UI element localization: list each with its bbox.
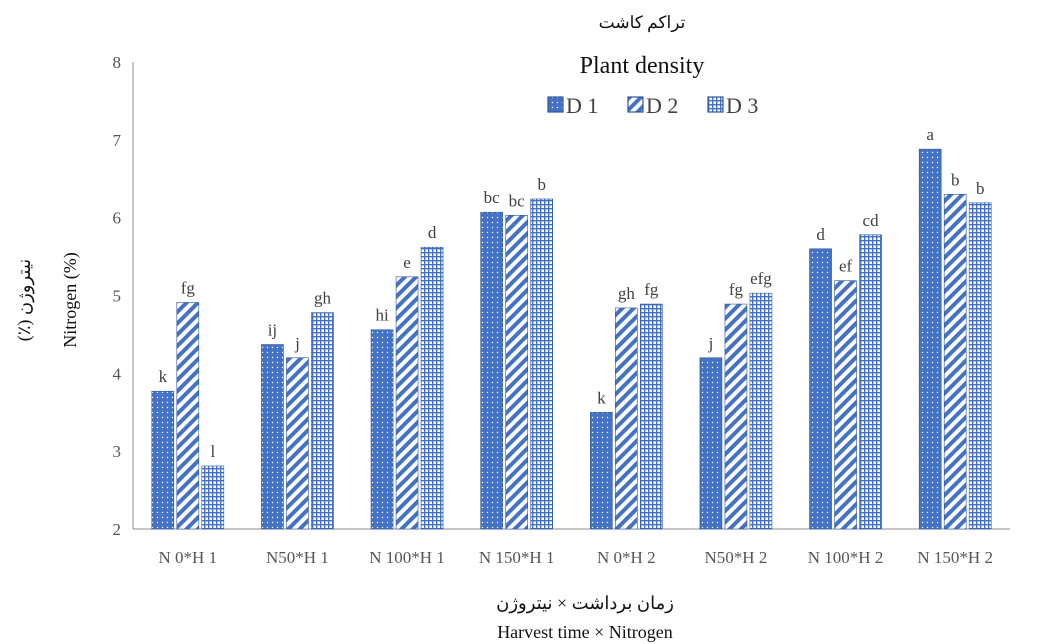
bar-significance-label: fg	[729, 280, 744, 299]
bar-significance-label: gh	[314, 289, 332, 308]
bar	[395, 276, 419, 530]
legend-label: D 2	[646, 93, 678, 118]
x-tick-label: N 0*H 1	[159, 548, 218, 567]
bar	[699, 357, 723, 530]
bar	[834, 280, 857, 530]
bar-significance-label: fg	[181, 279, 196, 298]
bar-significance-label: efg	[750, 269, 772, 288]
legend-swatch	[547, 96, 564, 113]
legend-items: D 1 D 2 D 3	[547, 93, 758, 118]
bar-significance-label: a	[926, 125, 934, 144]
y-tick-label: 8	[113, 53, 122, 72]
bar-significance-label: ef	[839, 257, 853, 276]
x-tick-label: N 0*H 2	[597, 548, 656, 567]
legend: تراکم کاشت Plant density D 1 D 2 D 3	[547, 13, 758, 118]
bar	[311, 312, 334, 530]
x-axis-title-fa: زمان برداشت × نیتروژن	[496, 593, 674, 614]
bar-significance-label: hi	[375, 306, 389, 325]
bar	[370, 329, 394, 530]
y-axis-title-fa: نیتروژن (٪)	[14, 259, 35, 342]
x-tick-label: N50*H 1	[266, 548, 329, 567]
bar	[530, 198, 553, 530]
bar	[151, 390, 175, 530]
legend-swatch	[627, 96, 644, 113]
bar-significance-label: b	[976, 179, 985, 198]
bar	[201, 465, 225, 530]
bar-significance-label: d	[816, 225, 825, 244]
y-tick-label: 4	[113, 364, 122, 383]
y-tick-label: 5	[113, 287, 122, 306]
x-tick-label: N 100*H 2	[808, 548, 884, 567]
bar-significance-label: cd	[863, 211, 880, 230]
bar-significance-label: k	[597, 388, 606, 407]
bar	[480, 211, 503, 530]
bar-significance-label: fg	[644, 280, 659, 299]
legend-title-fa: تراکم کاشت	[599, 13, 686, 33]
bar	[420, 246, 444, 530]
bar	[943, 194, 967, 530]
bar-significance-label: bc	[509, 191, 526, 210]
bar	[724, 303, 748, 530]
x-axis-title-en: Harvest time × Nitrogen	[497, 622, 673, 642]
legend-title-en: Plant density	[580, 53, 705, 79]
bar-significance-label: bc	[484, 188, 501, 207]
x-tick-label: N50*H 2	[705, 548, 768, 567]
bar-significance-label: d	[428, 223, 437, 242]
bar	[505, 215, 528, 530]
bar-significance-label: b	[537, 175, 546, 194]
bar-significance-label: j	[294, 334, 300, 353]
bar-significance-label: ij	[268, 321, 277, 340]
bar-significance-label: b	[951, 170, 960, 189]
bar	[859, 234, 882, 530]
legend-swatch	[707, 96, 724, 113]
bar	[286, 357, 309, 530]
bar	[918, 148, 942, 530]
y-tick-label: 3	[113, 442, 122, 461]
legend-label: D 1	[566, 93, 598, 118]
bar	[968, 202, 992, 530]
bar-significance-label: l	[210, 442, 215, 461]
bar	[176, 302, 200, 530]
y-axis-title: نیتروژن (٪) Nitrogen (%)	[14, 252, 81, 347]
x-tick-label: N 150*H 2	[917, 548, 993, 567]
bar	[615, 307, 638, 530]
bar	[640, 303, 663, 530]
x-tick-label: N 150*H 1	[479, 548, 555, 567]
bar-significance-label: gh	[618, 284, 636, 303]
y-axis-title-en: Nitrogen (%)	[60, 252, 81, 347]
y-tick-label: 2	[113, 520, 122, 539]
bar	[261, 344, 284, 530]
bar-significance-label: j	[708, 334, 714, 353]
bar-significance-label: k	[159, 367, 168, 386]
y-tick-label: 6	[113, 209, 122, 228]
x-axis-title: زمان برداشت × نیتروژن Harvest time × Nit…	[496, 593, 674, 642]
legend-label: D 3	[726, 93, 758, 118]
bar-significance-label: e	[403, 253, 411, 272]
bar	[809, 248, 832, 530]
y-tick-label: 7	[113, 131, 122, 150]
bar	[590, 411, 613, 530]
x-tick-label: N 100*H 1	[369, 548, 445, 567]
bar	[749, 292, 773, 530]
